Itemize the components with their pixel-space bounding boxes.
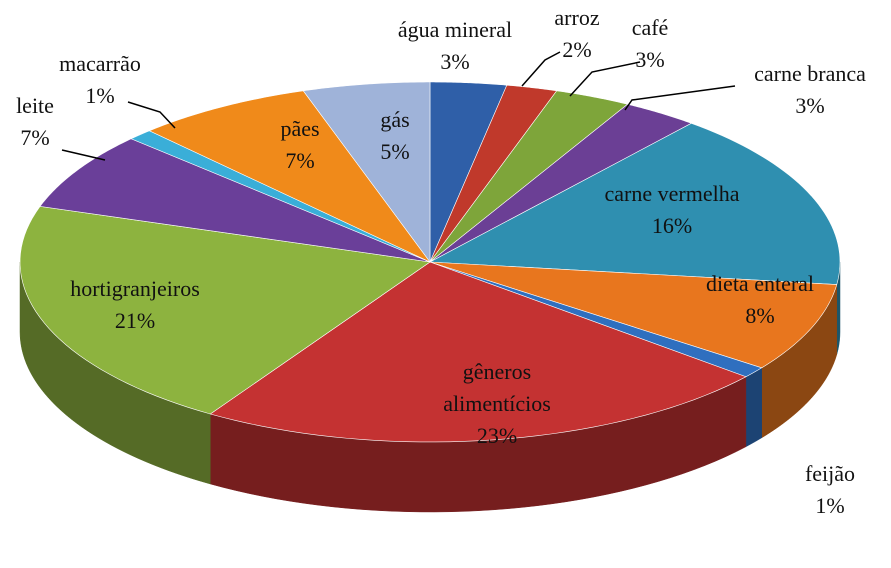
label-name: macarrão [59,51,141,76]
label-value: 3% [635,47,665,72]
label-name: café [631,15,669,40]
label-value: 3% [440,49,470,74]
label-name: leite [16,93,54,118]
label-value: 7% [20,125,50,150]
data-label: macarrão 1% [0,48,220,112]
label-value: 16% [651,213,693,238]
data-label: hortigranjeiros 21% [15,273,255,337]
data-label: arroz 2% [457,2,697,66]
data-label: dieta enteral 8% [640,268,880,332]
label-value: 1% [815,493,845,518]
label-name: dieta enteral [705,271,815,296]
slice [19,206,431,415]
label-name: carne vermelha [604,181,740,206]
label-value: 1% [85,83,115,108]
slice [130,130,431,263]
slice [429,90,629,263]
slice-side [745,367,762,448]
label-value: 3% [795,93,825,118]
leader-line [127,101,176,129]
data-label: pães 7% [180,113,420,177]
slice [302,81,431,263]
label-value: 21% [114,308,156,333]
slice [429,103,693,263]
data-label: carne branca 3% [690,58,891,122]
leader-line [521,51,561,87]
leader-line [624,85,736,111]
slice [209,261,747,443]
data-label: leite 7% [0,90,155,154]
label-value: 23% [476,423,518,448]
data-label: gêneros alimentícios 23% [417,356,577,452]
label-value: 2% [562,37,592,62]
slice [429,81,508,263]
label-name: carne branca [754,61,866,86]
label-name: pães [280,116,320,141]
slice [39,138,431,263]
label-name: gêneros alimentícios [443,359,551,416]
slice [429,84,558,263]
label-value: 7% [285,148,315,173]
label-name: arroz [554,5,600,30]
data-label: carne vermelha 16% [552,178,792,242]
data-label: água mineral 3% [335,14,575,78]
label-name: gás [380,107,410,132]
label-value: 8% [745,303,775,328]
leader-line [569,61,641,97]
label-value: 5% [380,139,410,164]
data-label: feijão 1% [710,458,891,522]
leader-line [61,149,106,161]
slice [428,122,841,285]
slice [429,261,763,378]
label-name: feijão [804,461,856,486]
slice [429,261,838,369]
label-name: água mineral [397,17,513,42]
data-label: gás 5% [275,104,515,168]
data-label: café 3% [530,12,770,76]
label-name: hortigranjeiros [70,276,200,301]
